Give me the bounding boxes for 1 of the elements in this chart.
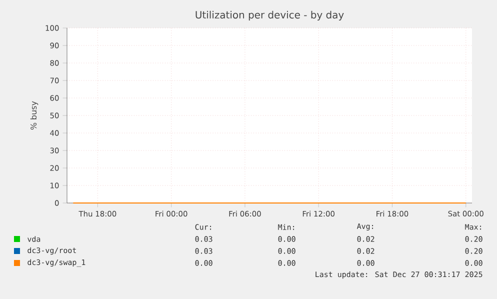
chart-title: Utilization per device - by day (196, 10, 344, 21)
